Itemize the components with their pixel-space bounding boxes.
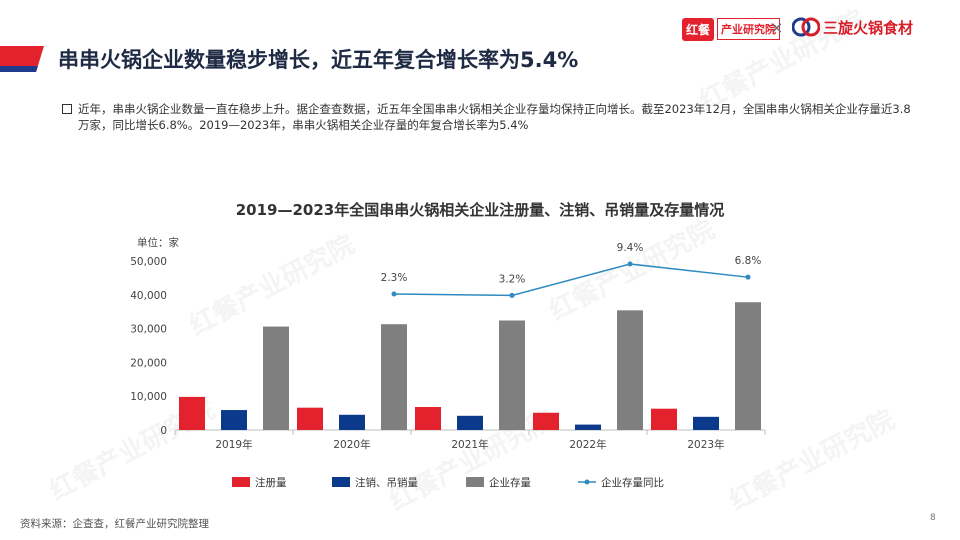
growth-point [391, 291, 397, 297]
legend-swatch-marker [584, 479, 590, 485]
sanxuan-logo-icon [792, 17, 820, 37]
y-tick-label: 30,000 [130, 324, 167, 336]
growth-line [393, 263, 749, 297]
bullet-square-icon [62, 104, 72, 114]
unit-label: 单位：家 [137, 236, 179, 249]
summary-text: 近年，串串火锅企业数量一直在稳步上升。据企查查数据，近五年全国串串火锅相关企业存… [78, 102, 911, 132]
x-tick-label: 2023年 [687, 438, 724, 451]
logo-separator: × [770, 18, 784, 37]
growth-data-label: 2.3% [381, 272, 408, 284]
x-tick-label: 2021年 [451, 438, 488, 451]
growth-data-label: 9.4% [617, 242, 644, 254]
page-number: 8 [930, 513, 936, 523]
legend-label: 注册量 [255, 476, 287, 489]
growth-point [627, 261, 633, 267]
x-tick-label: 2019年 [215, 438, 252, 451]
sanxuan-logo: 三旋火锅食材 [792, 14, 913, 40]
growth-point [745, 274, 751, 280]
bar-registration [179, 396, 205, 430]
y-tick-label: 10,000 [130, 391, 167, 403]
y-tick-label: 50,000 [130, 256, 167, 268]
bar-cancellation [693, 416, 719, 430]
legend-label: 注销、吊销量 [355, 476, 418, 489]
legend-label: 企业存量同比 [601, 476, 664, 489]
y-tick-label: 20,000 [130, 357, 167, 369]
summary-bullet: 近年，串串火锅企业数量一直在稳步上升。据企查查数据，近五年全国串串火锅相关企业存… [62, 101, 922, 133]
bar-cancellation [457, 415, 483, 430]
y-tick-label: 40,000 [130, 290, 167, 302]
bar-registration [415, 407, 441, 430]
bar-registration [651, 408, 677, 430]
bar-cancellation [575, 424, 601, 430]
bar-registration [533, 412, 559, 430]
legend-swatch [332, 477, 350, 487]
sanxuan-logo-text: 三旋火锅食材 [823, 18, 914, 37]
growth-data-label: 3.2% [499, 273, 526, 285]
legend-label: 企业存量 [489, 476, 531, 489]
bar-stock [381, 324, 407, 430]
hongcan-logo-text: 产业研究院 [717, 18, 781, 40]
hongcan-logo: 红餐 产业研究院 [682, 16, 781, 42]
legend-swatch [232, 477, 250, 487]
title-accent-bar [0, 46, 44, 72]
x-tick-label: 2020年 [333, 438, 370, 451]
y-tick-label: 0 [160, 425, 167, 437]
bar-stock [617, 310, 643, 430]
growth-point [509, 292, 515, 298]
legend-swatch [466, 477, 484, 487]
growth-data-label: 6.8% [735, 255, 762, 267]
bar-cancellation [339, 414, 365, 430]
chart-title: 2019—2023年全国串串火锅相关企业注册量、注销、吊销量及存量情况 [235, 201, 725, 219]
hongcan-logo-mark: 红餐 [682, 17, 715, 41]
source-note: 资料来源：企查查，红餐产业研究院整理 [20, 518, 209, 530]
bar-cancellation [221, 410, 247, 430]
bar-stock [499, 320, 525, 430]
bar-stock [735, 302, 761, 430]
bar-registration [297, 407, 323, 430]
page-title: 串串火锅企业数量稳步增长，近五年复合增长率为5.4% [58, 48, 579, 72]
x-tick-label: 2022年 [569, 438, 606, 451]
bar-stock [263, 326, 289, 430]
